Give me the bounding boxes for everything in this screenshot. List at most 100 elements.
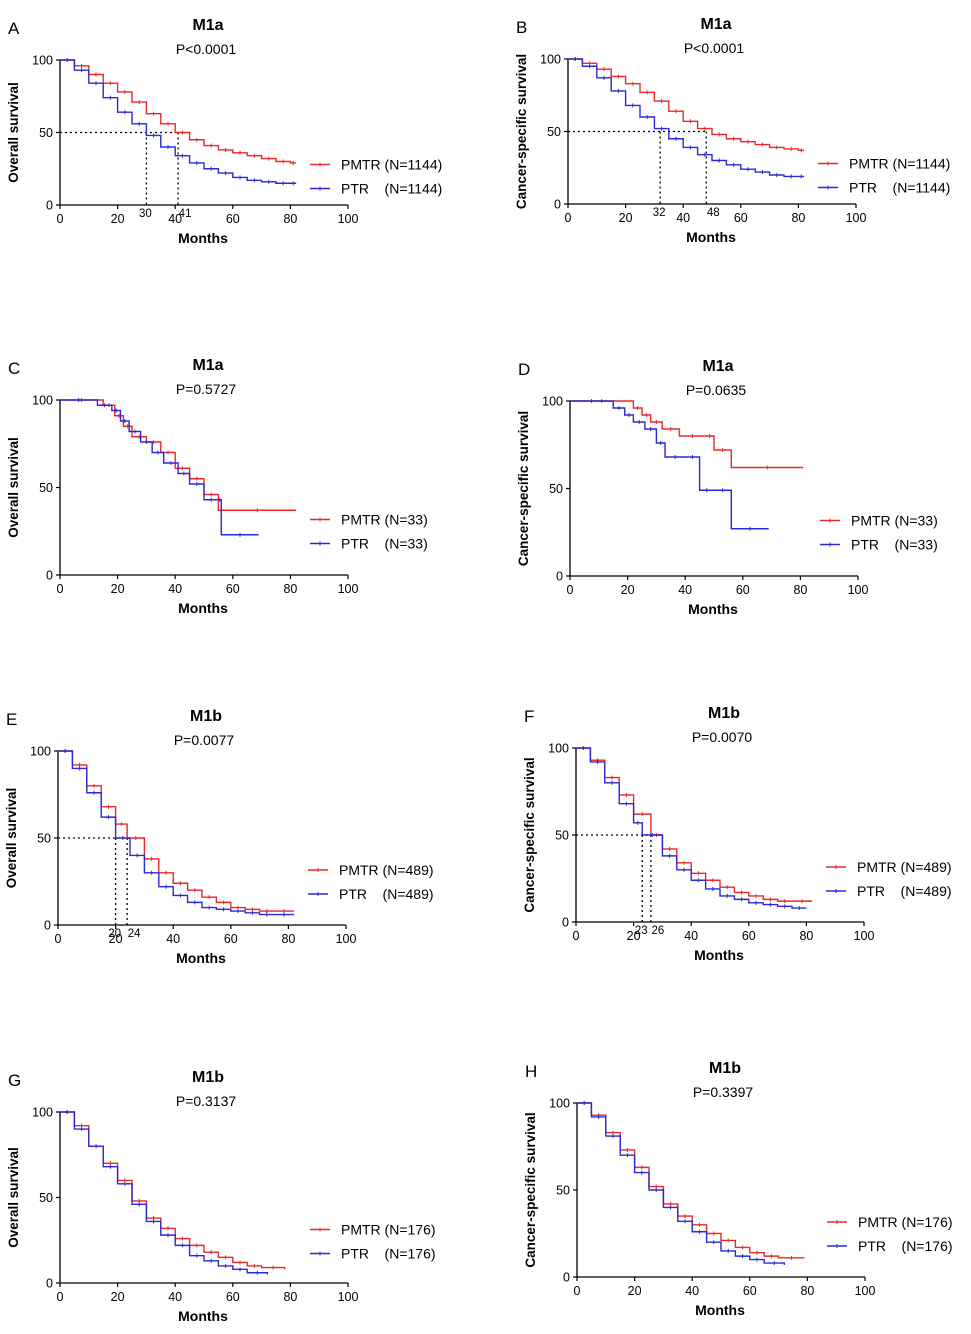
x-tick-label: 80 — [283, 212, 297, 226]
x-axis-label: Months — [178, 230, 228, 246]
panel-letter: D — [518, 360, 530, 379]
legend-label-pmtr: PMTR (N=176) — [858, 1214, 953, 1230]
y-tick-label: 0 — [562, 916, 569, 930]
panel-letter: B — [516, 18, 527, 37]
y-tick-label: 50 — [39, 481, 53, 495]
x-tick-label: 0 — [57, 1290, 64, 1304]
p-value: P=0.5727 — [176, 381, 237, 397]
km-panel-h: H M1b P=0.3397 0 20 40 60 80 100 0 50 100 Months Canc… — [523, 1060, 953, 1318]
x-tick-label: 60 — [226, 1290, 240, 1304]
x-tick-label: 100 — [338, 1290, 359, 1304]
median-label: 32 — [653, 207, 666, 219]
panel-letter: F — [524, 707, 534, 726]
chart-title: M1b — [708, 705, 740, 722]
x-tick-label: 40 — [168, 582, 182, 596]
x-tick-label: 60 — [226, 212, 240, 226]
km-curve-pmtr — [576, 747, 813, 902]
x-tick-label: 40 — [685, 1284, 699, 1298]
panel-letter: A — [8, 19, 20, 38]
x-tick-label: 40 — [168, 1290, 182, 1304]
y-tick-label: 100 — [542, 395, 563, 409]
legend-label-pmtr: PMTR (N=33) — [341, 512, 428, 528]
legend-label-ptr: PTR (N=489) — [339, 886, 434, 902]
chart-title: M1b — [190, 708, 222, 725]
p-value: P<0.0001 — [684, 40, 745, 56]
x-tick-label: 20 — [619, 211, 633, 225]
legend-label-pmtr: PMTR (N=1144) — [341, 157, 442, 173]
x-tick-label: 100 — [854, 929, 875, 943]
y-tick-label: 100 — [548, 742, 569, 756]
x-tick-label: 0 — [567, 583, 574, 597]
x-tick-label: 80 — [800, 1284, 814, 1298]
y-axis-label: Overall survival — [4, 788, 19, 889]
x-tick-label: 20 — [111, 582, 125, 596]
y-tick-label: 0 — [44, 919, 51, 933]
legend-label-ptr: PTR (N=1144) — [849, 180, 950, 196]
km-panel-g: G M1b P=0.3137 0 20 40 60 80 100 0 50 100 Months Over… — [6, 1069, 436, 1324]
x-tick-label: 100 — [846, 211, 867, 225]
chart-title: M1a — [700, 16, 731, 33]
median-label: 26 — [651, 925, 664, 937]
y-tick-label: 0 — [554, 198, 561, 212]
km-panel-d: D M1a P=0.0635 0 20 40 60 80 100 0 50 100 Months Canc… — [516, 358, 938, 617]
y-tick-label: 100 — [32, 394, 53, 408]
y-axis-label: Overall survival — [6, 82, 21, 183]
x-axis-label: Months — [176, 950, 226, 966]
km-curve-pmtr — [577, 1102, 805, 1259]
x-tick-label: 80 — [793, 583, 807, 597]
legend-label-pmtr: PMTR (N=176) — [341, 1222, 436, 1238]
x-tick-label: 100 — [338, 212, 359, 226]
median-label: 24 — [128, 928, 141, 940]
p-value: P=0.3137 — [176, 1093, 237, 1109]
km-panel-e: E M1b P=0.0077 0 20 40 60 80 100 0 50 100 Months Over… — [4, 708, 434, 966]
y-tick-label: 50 — [37, 832, 51, 846]
x-tick-label: 0 — [57, 582, 64, 596]
panel-letter: H — [525, 1062, 537, 1081]
x-tick-label: 40 — [166, 932, 180, 946]
km-curve-ptr — [568, 58, 805, 178]
x-tick-label: 60 — [736, 583, 750, 597]
x-tick-label: 100 — [855, 1284, 876, 1298]
x-tick-label: 60 — [224, 932, 238, 946]
y-tick-label: 100 — [30, 745, 51, 759]
y-tick-label: 50 — [39, 1191, 53, 1205]
x-tick-label: 0 — [55, 932, 62, 946]
km-curve-pmtr — [60, 1111, 286, 1270]
x-tick-label: 60 — [743, 1284, 757, 1298]
median-label: 20 — [108, 928, 121, 940]
legend-label-ptr: PTR (N=33) — [341, 536, 428, 552]
median-label: 41 — [179, 208, 192, 220]
x-tick-label: 60 — [734, 211, 748, 225]
median-label: 23 — [635, 925, 648, 937]
km-curve-pmtr — [60, 399, 297, 511]
y-axis-label: Cancer-specific survival — [514, 54, 529, 209]
panel-letter: C — [8, 359, 20, 378]
legend-label-pmtr: PMTR (N=33) — [851, 513, 938, 529]
y-axis-label: Overall survival — [6, 437, 21, 538]
km-curve-pmtr — [58, 750, 295, 912]
x-tick-label: 40 — [678, 583, 692, 597]
x-tick-label: 0 — [57, 212, 64, 226]
km-curve-ptr — [576, 747, 807, 909]
chart-title: M1a — [192, 17, 223, 34]
x-tick-label: 100 — [338, 582, 359, 596]
y-tick-label: 100 — [540, 53, 561, 67]
legend-label-ptr: PTR (N=1144) — [341, 181, 442, 197]
p-value: P<0.0001 — [176, 41, 237, 57]
y-tick-label: 50 — [556, 1184, 570, 1198]
p-value: P=0.0635 — [686, 382, 747, 398]
y-tick-label: 100 — [549, 1097, 570, 1111]
chart-title: M1b — [192, 1069, 224, 1086]
x-tick-label: 100 — [336, 932, 357, 946]
legend-label-pmtr: PMTR (N=489) — [857, 859, 952, 875]
km-curve-ptr — [58, 750, 295, 916]
y-tick-label: 50 — [555, 829, 569, 843]
median-label: 30 — [139, 208, 152, 220]
km-curve-pmtr — [568, 58, 805, 152]
y-tick-label: 50 — [549, 482, 563, 496]
x-tick-label: 40 — [676, 211, 690, 225]
p-value: P=0.0077 — [174, 732, 235, 748]
legend-label-ptr: PTR (N=33) — [851, 537, 938, 553]
km-panel-a: A M1a P<0.0001 0 20 40 60 80 100 0 50 100 Months Over… — [6, 17, 442, 246]
